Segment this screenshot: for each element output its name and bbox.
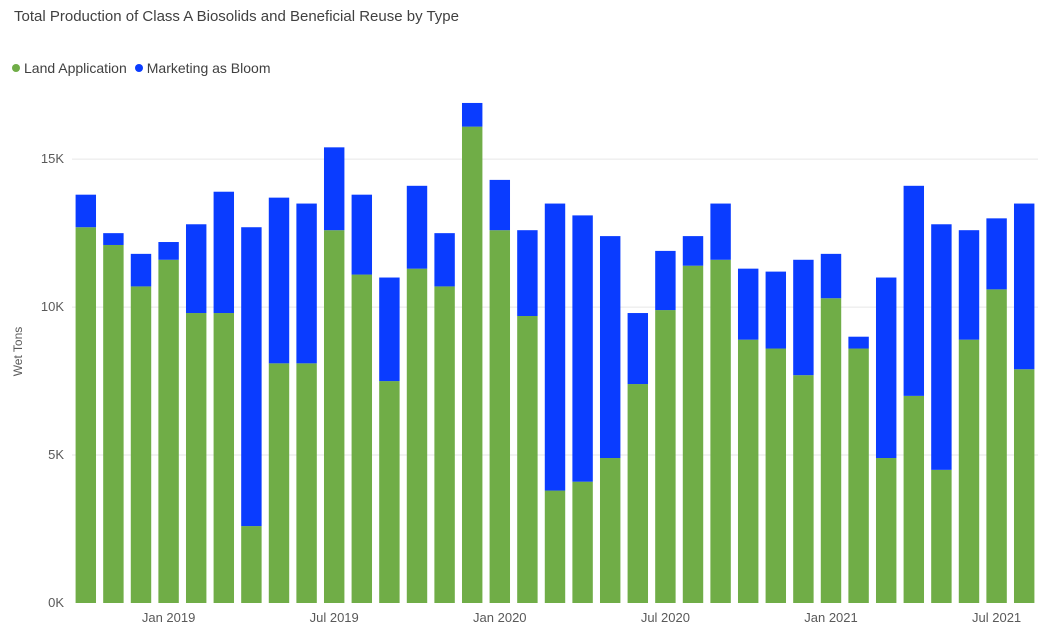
bar-land-application[interactable] [1013,369,1035,603]
y-tick-label: 5K [48,447,64,462]
bar-marketing-as-bloom[interactable] [103,233,124,245]
bar-marketing-as-bloom[interactable] [903,185,925,396]
bar-marketing-as-bloom[interactable] [572,215,593,482]
bar-marketing-as-bloom[interactable] [848,336,869,349]
bar-land-application[interactable] [627,384,649,603]
bar-land-application[interactable] [903,395,925,603]
bar-marketing-as-bloom[interactable] [793,259,814,376]
bar-marketing-as-bloom[interactable] [986,218,1007,290]
bar-land-application[interactable] [489,230,511,603]
bar-land-application[interactable] [158,259,179,603]
bar-marketing-as-bloom[interactable] [627,313,649,385]
bar-land-application[interactable] [793,375,814,603]
bar-marketing-as-bloom[interactable] [379,277,400,382]
chart-title: Total Production of Class A Biosolids an… [14,8,459,25]
bar-land-application[interactable] [75,227,97,603]
bar-land-application[interactable] [185,313,207,603]
bar-land-application[interactable] [544,490,566,603]
x-tick-label: Jul 2020 [641,610,690,625]
x-tick-label: Jan 2019 [142,610,196,625]
bar-land-application[interactable] [848,348,869,603]
y-tick-label: 15K [41,151,64,166]
bar-marketing-as-bloom[interactable] [489,179,511,231]
bar-marketing-as-bloom[interactable] [268,197,290,364]
bar-land-application[interactable] [406,268,428,603]
bar-marketing-as-bloom[interactable] [241,227,262,527]
bar-marketing-as-bloom[interactable] [765,271,787,349]
bar-marketing-as-bloom[interactable] [75,194,97,228]
bar-land-application[interactable] [268,363,290,603]
bar-marketing-as-bloom[interactable] [958,230,980,340]
legend-marker-land-application [12,64,20,72]
bar-land-application[interactable] [351,274,373,603]
bar-marketing-as-bloom[interactable] [517,230,538,316]
bar-land-application[interactable] [103,244,124,603]
bar-land-application[interactable] [572,481,593,603]
bar-land-application[interactable] [379,381,400,603]
bar-land-application[interactable] [931,469,952,603]
legend: Land Application Marketing as Bloom [12,60,270,76]
bar-land-application[interactable] [296,363,317,603]
bar-marketing-as-bloom[interactable] [213,191,235,314]
legend-label-land-application: Land Application [24,60,127,76]
bar-marketing-as-bloom[interactable] [737,268,759,340]
bar-marketing-as-bloom[interactable] [158,242,179,260]
bar-land-application[interactable] [130,286,152,603]
bar-marketing-as-bloom[interactable] [406,185,428,269]
bar-land-application[interactable] [241,526,262,603]
bar-land-application[interactable] [599,458,621,603]
bar-marketing-as-bloom[interactable] [931,224,952,470]
legend-item-marketing-as-bloom[interactable]: Marketing as Bloom [134,60,271,76]
bar-land-application[interactable] [820,298,842,603]
bar-land-application[interactable] [765,348,787,603]
bar-marketing-as-bloom[interactable] [875,277,897,459]
bar-marketing-as-bloom[interactable] [599,236,621,459]
bar-land-application[interactable] [655,310,676,603]
bar-marketing-as-bloom[interactable] [710,203,731,260]
bar-marketing-as-bloom[interactable] [461,102,483,127]
bar-land-application[interactable] [986,289,1007,603]
bar-marketing-as-bloom[interactable] [544,203,566,491]
bar-marketing-as-bloom[interactable] [185,224,207,314]
bar-land-application[interactable] [434,286,455,603]
bar-land-application[interactable] [213,313,235,603]
bar-land-application[interactable] [958,339,980,603]
bar-land-application[interactable] [710,259,731,603]
bar-land-application[interactable] [737,339,759,603]
bar-land-application[interactable] [323,230,345,603]
bar-marketing-as-bloom[interactable] [323,147,345,231]
bar-marketing-as-bloom[interactable] [351,194,373,275]
legend-item-land-application[interactable]: Land Application [12,60,127,76]
bar-land-application[interactable] [682,265,704,603]
legend-marker-marketing-as-bloom [134,64,143,72]
x-tick-label: Jul 2021 [972,610,1021,625]
bar-marketing-as-bloom[interactable] [296,203,317,364]
bar-marketing-as-bloom[interactable] [434,233,455,287]
y-tick-label: 10K [41,299,64,314]
bar-marketing-as-bloom[interactable] [1013,203,1035,370]
x-tick-label: Jan 2020 [473,610,527,625]
bar-marketing-as-bloom[interactable] [682,236,704,266]
bar-marketing-as-bloom[interactable] [655,250,676,311]
y-tick-label: 0K [48,595,64,610]
legend-label-marketing-as-bloom: Marketing as Bloom [146,60,271,76]
bar-land-application[interactable] [461,126,483,604]
bar-land-application[interactable] [875,458,897,603]
bar-marketing-as-bloom[interactable] [820,253,842,299]
y-axis-label: Wet Tons [11,327,25,377]
x-tick-label: Jan 2021 [804,610,858,625]
bar-land-application[interactable] [517,315,538,603]
bar-marketing-as-bloom[interactable] [130,253,152,287]
x-tick-label: Jul 2019 [310,610,359,625]
